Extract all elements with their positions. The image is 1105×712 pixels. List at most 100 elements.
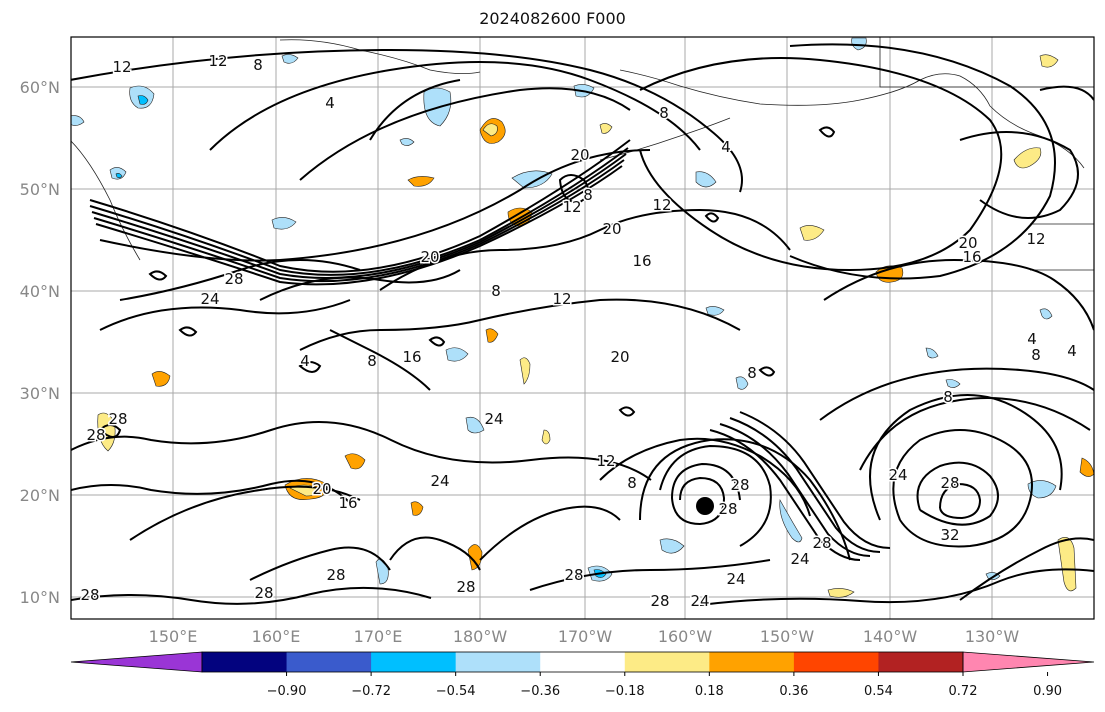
lon-label: 180°W (453, 627, 508, 646)
contour-label: 16 (962, 248, 981, 266)
contour-label: 28 (730, 476, 749, 494)
colorbar-segment (371, 652, 457, 672)
contour-label: 12 (552, 290, 571, 308)
contour-label: 20 (602, 220, 621, 238)
contour-label: 4 (325, 94, 335, 112)
contour-label: 8 (627, 474, 637, 492)
colorbar-tick-label: 0.72 (949, 684, 978, 699)
contour-label: 8 (943, 388, 953, 406)
contour-label: 28 (86, 426, 105, 444)
colorbar-segment (624, 652, 710, 672)
contour-lines (71, 43, 1094, 606)
contour-label: 16 (632, 252, 651, 270)
contour-label: 28 (812, 534, 831, 552)
contour-label: 20 (570, 146, 589, 164)
colorbar-tick-label: −0.54 (436, 684, 476, 699)
lat-label: 30°N (20, 384, 60, 403)
storm-center-marker (696, 497, 714, 515)
contour-label: 12 (652, 196, 671, 214)
lon-label: 140°W (863, 627, 918, 646)
contour-label: 20 (420, 248, 439, 266)
lon-label: 150°W (760, 627, 815, 646)
lon-label: 170°E (354, 627, 403, 646)
contour-label: 12 (112, 58, 131, 76)
colorbar-extend-high (962, 651, 1095, 673)
plot-area (71, 37, 1094, 619)
contour-label: 28 (650, 592, 669, 610)
colorbar-tick-label: −0.72 (351, 684, 391, 699)
colorbar-tick-label: 0.90 (1033, 684, 1062, 699)
contour-label: 24 (888, 466, 907, 484)
lat-label: 60°N (20, 78, 60, 97)
contour-label: 24 (484, 410, 503, 428)
lat-label: 40°N (20, 282, 60, 301)
colorbar-segment (793, 652, 879, 672)
contour-label: 24 (200, 290, 219, 308)
lon-axis: 150°E 160°E 170°E 180°W 170°W 160°W 150°… (149, 627, 1020, 646)
lon-label: 130°W (965, 627, 1020, 646)
coastlines (71, 37, 1094, 271)
contour-label: 16 (402, 348, 421, 366)
colorbar-segment (286, 652, 372, 672)
contour-label: 4 (300, 352, 310, 370)
contour-label: 8 (583, 186, 593, 204)
map-title: 2024082600 F000 (479, 9, 626, 28)
colorbar-frame (201, 651, 964, 673)
contour-label: 24 (726, 570, 745, 588)
colorbar-segment (709, 652, 795, 672)
contour-label: 28 (940, 474, 959, 492)
contour-label: 8 (253, 56, 263, 74)
colorbar-segment (540, 652, 626, 672)
contour-label: 12 (1026, 230, 1045, 248)
contour-label: 20 (610, 348, 629, 366)
lon-label: 160°W (658, 627, 713, 646)
colorbar-tick-label: −0.18 (605, 684, 645, 699)
contour-label: 28 (326, 566, 345, 584)
plot-frame (70, 36, 1095, 620)
contour-label: 4 (1067, 342, 1077, 360)
lon-label: 160°E (252, 627, 301, 646)
contour-label: 28 (80, 586, 99, 604)
contour-label: 8 (747, 364, 757, 382)
colorbar-tick-label: 0.18 (695, 684, 724, 699)
contour-label: 24 (690, 592, 709, 610)
contour-label: 28 (254, 584, 273, 602)
contour-label: 32 (940, 526, 959, 544)
contour-label: 8 (491, 282, 501, 300)
contour-label: 28 (456, 578, 475, 596)
contour-label: 12 (208, 52, 227, 70)
colorbar-segment (202, 652, 288, 672)
contour-label: 28 (224, 270, 243, 288)
lat-label: 10°N (20, 588, 60, 607)
colorbar-tick-label: 0.54 (864, 684, 893, 699)
contour-label: 20 (958, 234, 977, 252)
contour-label: 12 (596, 452, 615, 470)
lat-label: 50°N (20, 180, 60, 199)
contour-label: 8 (1031, 346, 1041, 364)
contour-label: 24 (430, 472, 449, 490)
contour-label: 20 (312, 480, 331, 498)
contour-label: 24 (790, 550, 809, 568)
colorbar-extend-low (70, 651, 203, 673)
colorbar-tick-label: −0.90 (267, 684, 307, 699)
contour-label: 28 (108, 410, 127, 428)
lon-label: 170°W (558, 627, 613, 646)
contour-label: 4 (1027, 330, 1037, 348)
contour-label: 8 (659, 104, 669, 122)
colorbar-tick-label: −0.36 (520, 684, 560, 699)
contour-label: 16 (338, 494, 357, 512)
colorbar: −0.90 −0.72 −0.54 −0.36 −0.18 0.18 0.36 0.54 0.7… (70, 651, 1095, 699)
lat-label: 20°N (20, 486, 60, 505)
contour-label: 28 (564, 566, 583, 584)
lon-label: 150°E (149, 627, 198, 646)
lat-axis: 60°N 50°N 40°N 30°N 20°N 10°N (20, 78, 60, 607)
colorbar-segment (878, 652, 964, 672)
contour-label: 8 (367, 352, 377, 370)
colorbar-segment (455, 652, 541, 672)
contour-label: 28 (718, 500, 737, 518)
colorbar-tick-label: 0.36 (779, 684, 808, 699)
contour-label: 12 (562, 198, 581, 216)
contour-label: 4 (721, 138, 731, 156)
